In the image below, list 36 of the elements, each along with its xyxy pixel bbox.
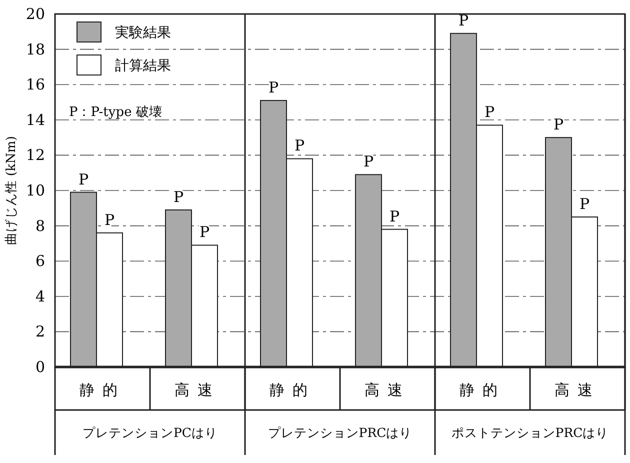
text: ポストテンションPRCはり	[451, 425, 609, 440]
data-label: P	[458, 11, 469, 30]
y-tick-label: 10	[26, 182, 45, 200]
x-tick-label: 静的	[460, 381, 506, 399]
y-tick-label: 16	[26, 76, 45, 94]
text: プレテンションPRCはり	[268, 425, 412, 440]
y-tick-label: 2	[35, 322, 45, 341]
data-label: P	[363, 152, 374, 171]
data-label: P	[389, 207, 400, 226]
y-tick-label: 6	[35, 252, 45, 270]
data-label: P	[78, 170, 89, 188]
data-label: P	[579, 194, 590, 213]
data-label: P	[294, 136, 305, 155]
x-tick-label: 高速	[364, 381, 410, 399]
x-tick-label: 高速	[554, 381, 600, 399]
y-tick-label: 14	[26, 110, 45, 129]
x-tick-label: 静的	[270, 381, 316, 399]
data-label: P	[484, 103, 495, 122]
x-tick-label: 静的	[80, 381, 126, 399]
data-label: P	[199, 223, 210, 242]
legend-label: 計算結果	[115, 58, 171, 74]
y-tick-label: 20	[26, 5, 45, 23]
legend-label: 実験結果	[115, 25, 171, 41]
y-tick-label: 18	[26, 40, 45, 58]
y-tick-label: 8	[35, 216, 45, 235]
data-label: P	[104, 210, 115, 229]
annotation: P：P-type 破壊	[69, 105, 162, 120]
y-tick-label: 12	[26, 146, 45, 164]
data-label: P	[173, 188, 184, 206]
y-tick-label: 4	[35, 287, 45, 306]
data-label: P	[268, 78, 279, 96]
y-tick-label: 0	[35, 358, 45, 376]
y-axis-title: 曲げじん性 (kNm)	[3, 136, 18, 246]
data-label: P	[553, 116, 564, 134]
text: プレテンションPCはり	[82, 425, 218, 440]
x-tick-label: 高速	[174, 381, 220, 399]
